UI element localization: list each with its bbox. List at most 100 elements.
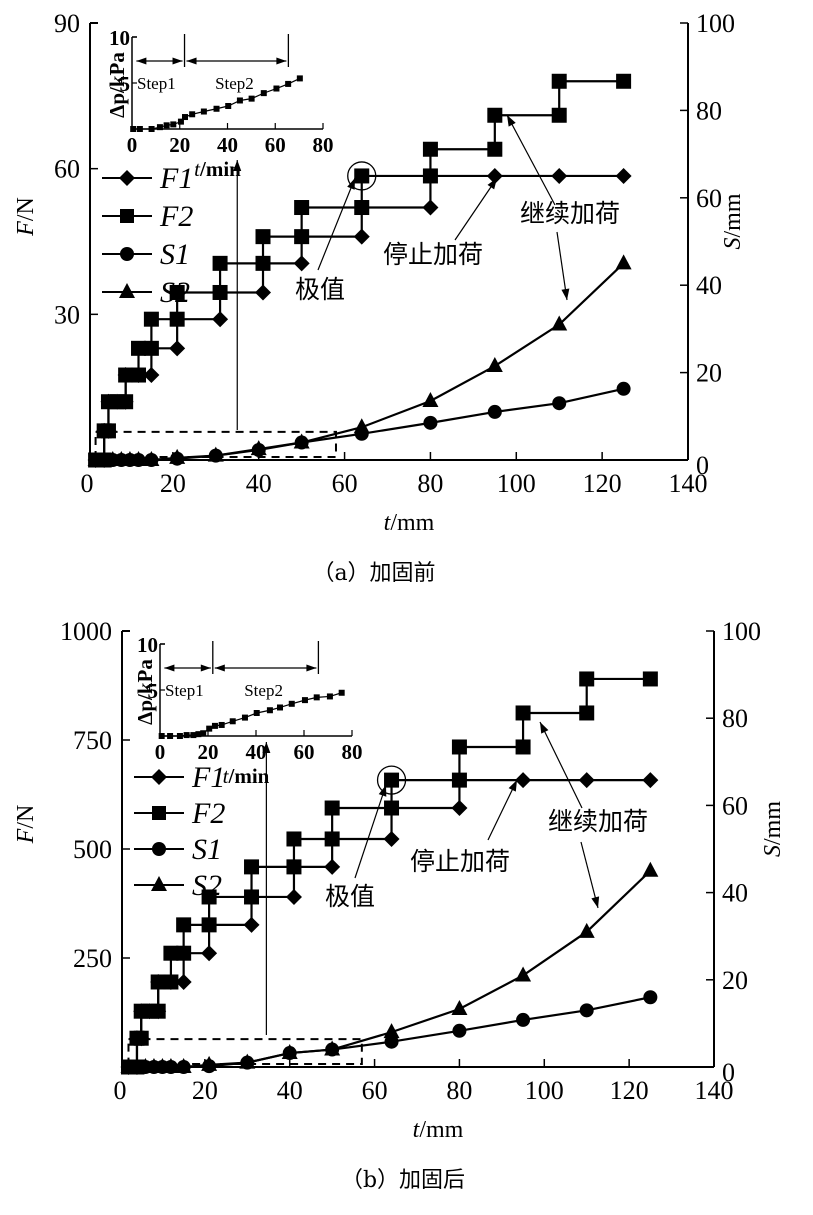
inset-series-point (206, 725, 213, 732)
inset-series-point (148, 126, 155, 132)
inset-series-point (260, 90, 267, 97)
y-left-tick-label: 60 (54, 155, 80, 184)
series-S1-point (487, 404, 502, 419)
continue-loading-arrow-down-head (591, 896, 600, 908)
series-S1-point (452, 1023, 467, 1038)
series-F1-point (212, 311, 229, 328)
inset-series-point (213, 105, 220, 112)
y-left-tick-label: 750 (73, 726, 112, 755)
series-F2-point (201, 917, 217, 933)
inset-series-point (170, 121, 177, 128)
y-left-var: F (13, 221, 39, 237)
series-S2-point (162, 1058, 179, 1073)
y-right-tick-label: 100 (696, 9, 735, 38)
series-S1-point (516, 1012, 531, 1027)
y-right-tick-label: 0 (722, 1058, 735, 1087)
series-F2-point (286, 831, 302, 847)
y-right-tick-label: 80 (696, 96, 722, 125)
legend-label-S2: S2 (192, 869, 222, 902)
series-S2-point (642, 861, 659, 877)
inset-x-tick-label: 80 (313, 133, 334, 157)
inset-series-point (313, 694, 320, 701)
series-F2-point (163, 974, 179, 990)
annotation-stop-loading: 停止加荷 (410, 847, 510, 876)
series-F2-point (143, 340, 159, 356)
inset-series-point (338, 689, 345, 696)
annotation-stop-loading: 停止加荷 (383, 240, 483, 269)
continue-loading-arrow-up-line (506, 114, 556, 206)
y-left-tick-label: 250 (73, 944, 112, 973)
y-right-axis-title: S/mm (760, 801, 786, 857)
y-left-tick-label: 1000 (60, 617, 112, 646)
series-S2-point (169, 448, 186, 464)
series-S2-point (383, 1023, 400, 1039)
inset-pointer-arrow-head (233, 160, 242, 171)
x-tick-label: 40 (277, 1076, 303, 1105)
legend-label-S1: S1 (160, 238, 190, 271)
x-axis-unit: /mm (419, 1117, 463, 1143)
x-tick-label: 120 (583, 469, 622, 498)
series-F2-point (169, 284, 185, 300)
inset-series-point (229, 718, 236, 725)
series-S2-point (422, 392, 439, 408)
series-F2-point (143, 311, 159, 327)
series-F1-point (515, 772, 532, 789)
legend-marker-S1 (120, 247, 134, 261)
series-F1-point (642, 772, 659, 789)
y-left-tick-label: 90 (54, 9, 80, 38)
peak-arrow-line (317, 177, 356, 271)
series-F2-point (384, 772, 400, 788)
inset-series-point (296, 75, 303, 82)
series-F1-point (422, 199, 439, 216)
inset-series-point (218, 721, 225, 728)
series-F2-point (244, 889, 260, 905)
inset-series-point (182, 114, 189, 121)
legend-label-F2: F2 (191, 797, 225, 830)
series-S1-point (423, 415, 438, 430)
series-F1-point (451, 800, 468, 817)
legend-marker-S2 (151, 876, 167, 891)
series-F2-point (642, 671, 658, 687)
inset-x-unit: /min (199, 157, 241, 181)
series-S2-point (451, 1000, 468, 1016)
series-S1-point (384, 1034, 399, 1049)
series-S2-point (175, 1058, 192, 1073)
series-S2-point (281, 1044, 298, 1060)
series-F2-point (176, 917, 192, 933)
inset-series-point (200, 108, 207, 115)
series-F2-point (487, 141, 503, 157)
series-F2-point (354, 168, 370, 184)
series-S2-point (615, 254, 632, 270)
inset-x-tick-label: 0 (127, 133, 138, 157)
inset-pointer-arrow-head (262, 742, 271, 753)
step-arrowhead (214, 664, 225, 672)
y-right-tick-label: 20 (722, 966, 748, 995)
inset-y-tick-label: 10 (109, 26, 130, 50)
y-left-unit: /N (13, 197, 39, 221)
peak-arrow-head (378, 785, 387, 797)
series-F1-point (324, 858, 341, 875)
inset-series-point (195, 731, 202, 738)
series-F1-point (353, 228, 370, 245)
inset-series-point (253, 710, 260, 716)
series-F2-point (294, 200, 310, 216)
inset-series-point (130, 126, 137, 132)
inset-x-axis-title: t/min (194, 157, 241, 181)
series-F2-point (286, 859, 302, 875)
y-right-tick-label: 20 (696, 359, 722, 388)
stop-loading-arrow-head (487, 178, 497, 190)
inset-x-tick-label: 0 (155, 740, 166, 764)
series-S2-point (207, 446, 224, 462)
legend-label-S1: S1 (192, 833, 222, 866)
y-right-unit: /mm (760, 801, 786, 845)
y-left-unit: /N (13, 805, 39, 829)
inset-series-point (288, 700, 295, 707)
y-right-axis-title: S/mm (720, 193, 746, 249)
series-F2-point (324, 800, 340, 816)
inset-x-tick-label: 40 (246, 740, 267, 764)
figure-caption: （b）加固后 (341, 1168, 465, 1193)
inset-series-point (167, 733, 174, 739)
series-F1-point (551, 167, 568, 184)
